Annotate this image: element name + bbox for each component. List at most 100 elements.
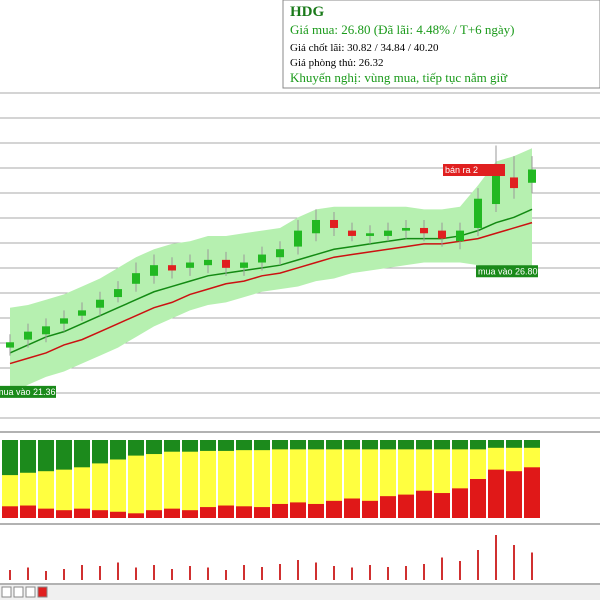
indicator-red — [434, 493, 450, 518]
info-box — [282, 0, 600, 89]
indicator-red — [56, 510, 72, 518]
indicator-red — [272, 503, 288, 518]
candle-body — [222, 259, 230, 268]
indicator-green — [344, 440, 360, 450]
candle-body — [384, 230, 392, 236]
candle-body — [492, 166, 500, 205]
annotation: mua vào 26.80 — [478, 266, 538, 276]
indicator-green — [398, 440, 414, 450]
indicator-green — [200, 440, 216, 451]
candle-body — [528, 169, 536, 183]
candle-body — [420, 227, 428, 234]
candle-body — [240, 262, 248, 268]
indicator-green — [254, 440, 270, 451]
indicator-green — [92, 440, 108, 464]
tool-icon[interactable] — [1, 586, 12, 598]
indicator-red — [524, 467, 540, 518]
candle-body — [114, 289, 122, 298]
indicator-green — [416, 440, 432, 450]
indicator-green — [2, 440, 18, 476]
indicator-green — [236, 440, 252, 451]
indicator-red — [290, 502, 306, 518]
indicator-red — [38, 508, 54, 518]
indicator-red — [308, 503, 324, 518]
indicator-red — [236, 506, 252, 518]
indicator-green — [362, 440, 378, 450]
indicator-green — [308, 440, 324, 450]
candle-body — [150, 265, 158, 276]
indicator-yellow — [200, 440, 216, 518]
indicator-red — [416, 490, 432, 518]
indicator-red — [362, 500, 378, 518]
indicator-red — [452, 488, 468, 518]
indicator-red — [74, 508, 90, 518]
indicator-red — [488, 469, 504, 518]
indicator-green — [380, 440, 396, 450]
tool-icon[interactable] — [13, 586, 24, 598]
indicator-yellow — [236, 440, 252, 518]
indicator-green — [272, 440, 288, 450]
candle-body — [186, 262, 194, 268]
candle-body — [510, 177, 518, 189]
candle-body — [258, 254, 266, 263]
indicator-red — [470, 479, 486, 518]
candle-body — [312, 219, 320, 234]
candle-body — [6, 342, 14, 348]
indicator-green — [470, 440, 486, 450]
indicator-red — [344, 498, 360, 518]
indicator-green — [128, 440, 144, 456]
indicator-green — [146, 440, 162, 455]
annotation-box — [0, 385, 56, 398]
candle-body — [42, 326, 50, 335]
indicator-green — [164, 440, 180, 452]
candle-body — [456, 230, 464, 242]
annotation: bán ra 2 — [445, 165, 478, 175]
tool-icon[interactable] — [25, 586, 36, 598]
indicator-red — [2, 506, 18, 518]
candle-body — [132, 273, 140, 284]
indicator-green — [110, 440, 126, 460]
indicator-red — [92, 510, 108, 518]
candle-body — [366, 233, 374, 236]
indicator-yellow — [182, 440, 198, 518]
advice: Khuyến nghị: vùng mua, tiếp tục nắm giữ — [290, 70, 508, 85]
symbol: HDG — [290, 4, 325, 20]
candle-body — [402, 227, 410, 231]
candle-body — [204, 259, 212, 266]
candle-body — [438, 230, 446, 239]
candle-body — [168, 265, 176, 271]
moving-average — [9, 221, 533, 365]
indicator-yellow — [362, 440, 378, 518]
indicator-red — [506, 471, 522, 518]
candle-body — [330, 219, 338, 228]
indicator-yellow — [146, 440, 162, 518]
annotation: mua vào 21.36 — [0, 387, 56, 397]
annotation-box — [443, 164, 505, 176]
indicator-green — [488, 440, 504, 448]
indicator-green — [74, 440, 90, 468]
indicator-green — [20, 440, 36, 473]
candle-body — [96, 299, 104, 308]
tool-icon[interactable] — [37, 586, 48, 598]
indicator-green — [56, 440, 72, 470]
candle-body — [24, 331, 32, 340]
candle-body — [474, 198, 482, 228]
indicator-yellow — [128, 440, 144, 518]
indicator-yellow — [272, 440, 288, 518]
indicator-green — [182, 440, 198, 452]
take-profit: Giá chốt lãi: 30.82 / 34.84 / 40.20 — [290, 42, 439, 54]
indicator-green — [326, 440, 342, 450]
indicator-red — [182, 510, 198, 518]
indicator-red — [164, 508, 180, 518]
indicator-yellow — [218, 440, 234, 518]
candle-body — [348, 230, 356, 236]
indicator-red — [110, 511, 126, 518]
indicator-red — [254, 507, 270, 518]
indicator-red — [326, 500, 342, 518]
indicator-yellow — [254, 440, 270, 518]
indicator-green — [38, 440, 54, 472]
indicator-yellow — [326, 440, 342, 518]
indicator-red — [200, 507, 216, 518]
indicator-yellow — [308, 440, 324, 518]
indicator-red — [398, 494, 414, 518]
